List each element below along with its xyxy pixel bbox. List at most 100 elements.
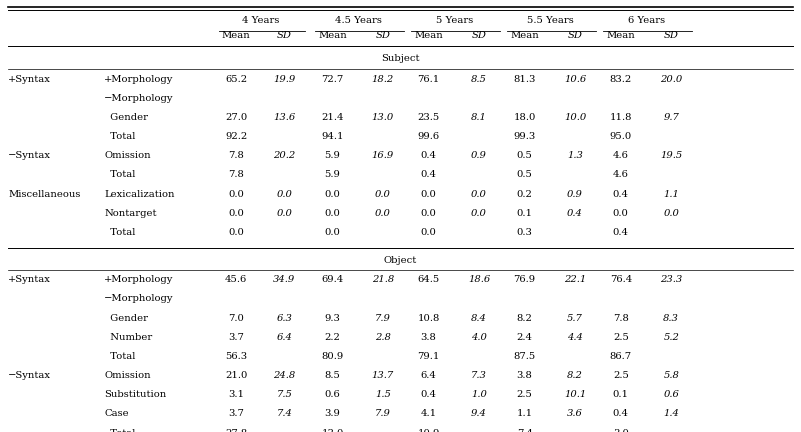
Text: 64.5: 64.5 <box>417 275 440 284</box>
Text: 0.0: 0.0 <box>471 190 487 199</box>
Text: 13.6: 13.6 <box>273 113 296 122</box>
Text: 5.9: 5.9 <box>324 151 340 160</box>
Text: 86.7: 86.7 <box>610 352 632 361</box>
Text: 0.0: 0.0 <box>276 190 292 199</box>
Text: 4.6: 4.6 <box>613 171 629 179</box>
Text: 0.0: 0.0 <box>421 209 437 218</box>
Text: 0.0: 0.0 <box>228 209 244 218</box>
Text: 99.6: 99.6 <box>417 132 440 141</box>
Text: 3.7: 3.7 <box>228 410 244 419</box>
Text: 9.7: 9.7 <box>663 113 679 122</box>
Text: 7.0: 7.0 <box>228 314 244 323</box>
Text: 1.1: 1.1 <box>663 190 679 199</box>
Text: Object: Object <box>384 256 417 264</box>
Text: 0.0: 0.0 <box>324 209 340 218</box>
Text: Omission: Omission <box>104 371 151 380</box>
Text: Nontarget: Nontarget <box>104 209 157 218</box>
Text: SD: SD <box>277 32 292 41</box>
Text: 1.0: 1.0 <box>471 390 487 399</box>
Text: 0.6: 0.6 <box>324 390 340 399</box>
Text: Mean: Mean <box>414 32 443 41</box>
Text: 5.7: 5.7 <box>567 314 583 323</box>
Text: Mean: Mean <box>318 32 347 41</box>
Text: 6.4: 6.4 <box>421 371 437 380</box>
Text: 7.8: 7.8 <box>228 171 244 179</box>
Text: 2.5: 2.5 <box>613 333 629 342</box>
Text: 10.8: 10.8 <box>417 314 440 323</box>
Text: 56.3: 56.3 <box>225 352 248 361</box>
Text: 4.6: 4.6 <box>613 151 629 160</box>
Text: 6.3: 6.3 <box>276 314 292 323</box>
Text: Gender: Gender <box>104 314 148 323</box>
Text: Gender: Gender <box>104 113 148 122</box>
Text: −Syntax: −Syntax <box>8 151 51 160</box>
Text: 0.2: 0.2 <box>517 190 533 199</box>
Text: Lexicalization: Lexicalization <box>104 190 175 199</box>
Text: Mean: Mean <box>222 32 251 41</box>
Text: 2.2: 2.2 <box>324 333 340 342</box>
Text: 11.8: 11.8 <box>610 113 632 122</box>
Text: 80.9: 80.9 <box>321 352 344 361</box>
Text: 18.0: 18.0 <box>513 113 536 122</box>
Text: 1.5: 1.5 <box>375 390 391 399</box>
Text: 2.8: 2.8 <box>375 333 391 342</box>
Text: Omission: Omission <box>104 151 151 160</box>
Text: 0.4: 0.4 <box>567 209 583 218</box>
Text: 4.4: 4.4 <box>567 333 583 342</box>
Text: 7.5: 7.5 <box>276 390 292 399</box>
Text: Case: Case <box>104 410 129 419</box>
Text: 76.4: 76.4 <box>610 275 632 284</box>
Text: Mean: Mean <box>510 32 539 41</box>
Text: 0.1: 0.1 <box>517 209 533 218</box>
Text: 1.3: 1.3 <box>567 151 583 160</box>
Text: 81.3: 81.3 <box>513 75 536 83</box>
Text: Total: Total <box>104 429 135 432</box>
Text: +Syntax: +Syntax <box>8 275 51 284</box>
Text: 65.2: 65.2 <box>225 75 248 83</box>
Text: SD: SD <box>568 32 582 41</box>
Text: 76.9: 76.9 <box>513 275 536 284</box>
Text: 7.8: 7.8 <box>613 314 629 323</box>
Text: 8.4: 8.4 <box>471 314 487 323</box>
Text: 3.1: 3.1 <box>228 390 244 399</box>
Text: 0.4: 0.4 <box>421 151 437 160</box>
Text: 76.1: 76.1 <box>417 75 440 83</box>
Text: 5.8: 5.8 <box>663 371 679 380</box>
Text: 1.1: 1.1 <box>517 410 533 419</box>
Text: 18.6: 18.6 <box>468 275 490 284</box>
Text: 0.4: 0.4 <box>613 410 629 419</box>
Text: 0.0: 0.0 <box>663 209 679 218</box>
Text: 2.5: 2.5 <box>517 390 533 399</box>
Text: 7.8: 7.8 <box>228 151 244 160</box>
Text: 3.0: 3.0 <box>613 429 629 432</box>
Text: 5 Years: 5 Years <box>436 16 473 25</box>
Text: 0.0: 0.0 <box>421 190 437 199</box>
Text: 4 Years: 4 Years <box>242 16 279 25</box>
Text: Mean: Mean <box>606 32 635 41</box>
Text: 7.4: 7.4 <box>276 410 292 419</box>
Text: −Syntax: −Syntax <box>8 371 51 380</box>
Text: 0.5: 0.5 <box>517 151 533 160</box>
Text: 9.3: 9.3 <box>324 314 340 323</box>
Text: Total: Total <box>104 228 135 237</box>
Text: 3.6: 3.6 <box>567 410 583 419</box>
Text: 2.5: 2.5 <box>613 371 629 380</box>
Text: 1.4: 1.4 <box>663 410 679 419</box>
Text: 0.4: 0.4 <box>421 390 437 399</box>
Text: 21.8: 21.8 <box>372 275 394 284</box>
Text: 24.8: 24.8 <box>273 371 296 380</box>
Text: 27.0: 27.0 <box>225 113 248 122</box>
Text: 34.9: 34.9 <box>273 275 296 284</box>
Text: 0.3: 0.3 <box>517 228 533 237</box>
Text: +Syntax: +Syntax <box>8 75 51 83</box>
Text: 0.9: 0.9 <box>567 190 583 199</box>
Text: 22.1: 22.1 <box>564 275 586 284</box>
Text: 5.5 Years: 5.5 Years <box>527 16 574 25</box>
Text: 3.8: 3.8 <box>421 333 437 342</box>
Text: Number: Number <box>104 333 152 342</box>
Text: 7.3: 7.3 <box>471 371 487 380</box>
Text: 87.5: 87.5 <box>513 352 536 361</box>
Text: −Morphology: −Morphology <box>104 295 174 303</box>
Text: SD: SD <box>472 32 486 41</box>
Text: 72.7: 72.7 <box>321 75 344 83</box>
